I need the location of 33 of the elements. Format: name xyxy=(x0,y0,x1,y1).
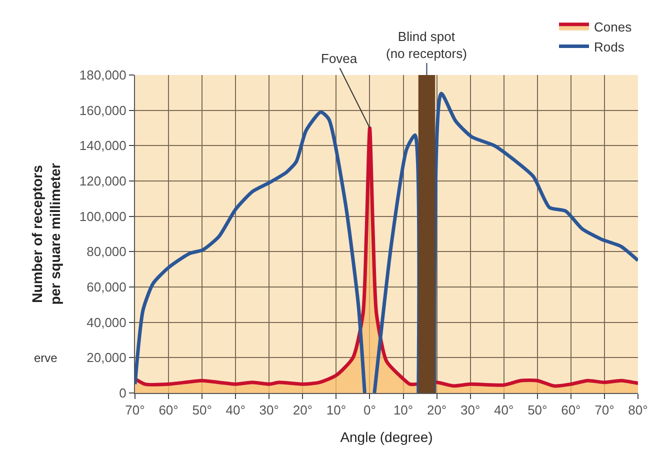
x-axis-title: Angle (degree) xyxy=(340,428,433,445)
x-tick-label: 50° xyxy=(528,402,548,418)
x-tick-label: 50° xyxy=(192,402,212,418)
x-tick-label: 20° xyxy=(426,402,447,418)
x-tick-label: 60° xyxy=(158,402,178,418)
x-tick-label: 20° xyxy=(292,402,313,418)
x-tick-label: 30° xyxy=(259,402,279,418)
y-tick-label: 140,000 xyxy=(79,138,126,154)
y-tick-label: 0 xyxy=(119,386,126,401)
y-tick-label: 180,000 xyxy=(79,68,126,83)
y-tick-label: 40,000 xyxy=(86,314,126,330)
y-tick-label: 120,000 xyxy=(79,174,126,189)
x-tick-label: 40° xyxy=(494,402,514,418)
legend-label: Cones xyxy=(594,19,632,34)
y-axis-title: Number of receptors per square millimeter xyxy=(28,162,63,305)
y-tick-label: 100,000 xyxy=(79,208,126,224)
x-tick-label: 10° xyxy=(393,402,414,418)
legend-label: Rods xyxy=(594,39,625,54)
x-tick-label: 10° xyxy=(326,402,346,418)
x-tick-label: 60° xyxy=(561,402,581,418)
y-tick-label: 60,000 xyxy=(86,280,126,295)
x-tick-label: 40° xyxy=(226,402,246,418)
text: erve xyxy=(34,351,58,365)
band-label: Blind spot (no receptors) xyxy=(386,29,467,61)
x-tick-label: 80° xyxy=(628,402,648,418)
annotation: Fovea xyxy=(321,51,358,66)
x-tick-label: 70° xyxy=(125,402,145,418)
x-tick-label: 0° xyxy=(364,402,376,418)
y-tick-label: 20,000 xyxy=(86,350,126,366)
y-tick-label: 80,000 xyxy=(86,244,126,260)
x-tick-label: 70° xyxy=(594,402,614,418)
y-tick-label: 160,000 xyxy=(79,102,126,118)
x-tick-label: 30° xyxy=(460,402,480,418)
